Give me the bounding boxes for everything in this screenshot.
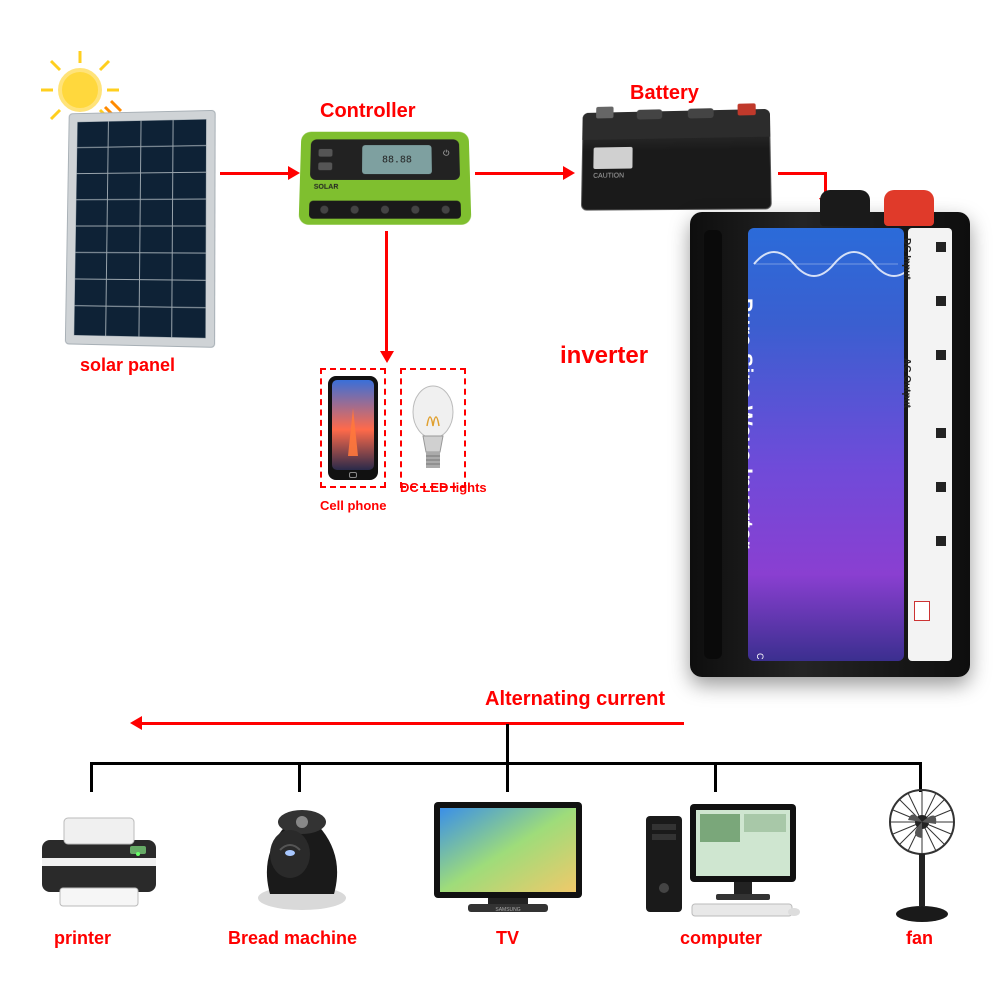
- battery-label: Battery: [630, 82, 699, 105]
- inverter: Pure Sine Wave Inverter Continous Output…: [690, 212, 970, 677]
- cellphone-icon: [328, 376, 378, 480]
- arrow-controller-battery-head: [563, 166, 575, 180]
- drop-4: [714, 762, 717, 792]
- controller: 88.88 ⏻ SOLAR: [299, 132, 472, 225]
- bread-label: Bread machine: [228, 928, 357, 949]
- computer-label: computer: [680, 928, 762, 949]
- tv-label: TV: [496, 928, 519, 949]
- arrow-battery-inverter-h: [778, 172, 826, 175]
- svg-text:SAMSUNG: SAMSUNG: [495, 907, 520, 913]
- solar-panel-label: solar panel: [80, 355, 175, 376]
- bread-icon: [242, 798, 362, 918]
- fan-icon: [872, 786, 972, 926]
- arrow-ac: [142, 722, 684, 725]
- inverter-label: inverter: [560, 342, 648, 370]
- tv-icon: SAMSUNG: [428, 798, 588, 918]
- printer-label: printer: [54, 928, 111, 949]
- inverter-title: Pure Sine Wave Inverter: [748, 298, 756, 661]
- arrow-panel-controller: [220, 172, 290, 175]
- ac-label: Alternating current: [485, 688, 665, 711]
- drop-2: [298, 762, 301, 792]
- led-label: DC LED lights: [400, 480, 487, 495]
- controller-label: Controller: [320, 100, 416, 123]
- printer-icon: [34, 808, 164, 913]
- solar-panel: [65, 110, 216, 348]
- drop-3: [506, 762, 509, 792]
- arrow-controller-battery: [475, 172, 565, 175]
- arrow-controller-down-head: [380, 351, 394, 363]
- inverter-ac-output: AC Output: [901, 358, 912, 518]
- fan-label: fan: [906, 928, 933, 949]
- arrow-panel-controller-head: [288, 166, 300, 180]
- cellphone-label: Cell phone: [320, 498, 386, 513]
- led-icon: [410, 378, 456, 478]
- arrow-ac-head: [130, 716, 142, 730]
- computer-icon: [642, 798, 802, 920]
- battery: CAUTION: [581, 109, 772, 211]
- drop-1: [90, 762, 93, 792]
- bar-upstub: [506, 724, 509, 762]
- arrow-controller-down: [385, 231, 388, 353]
